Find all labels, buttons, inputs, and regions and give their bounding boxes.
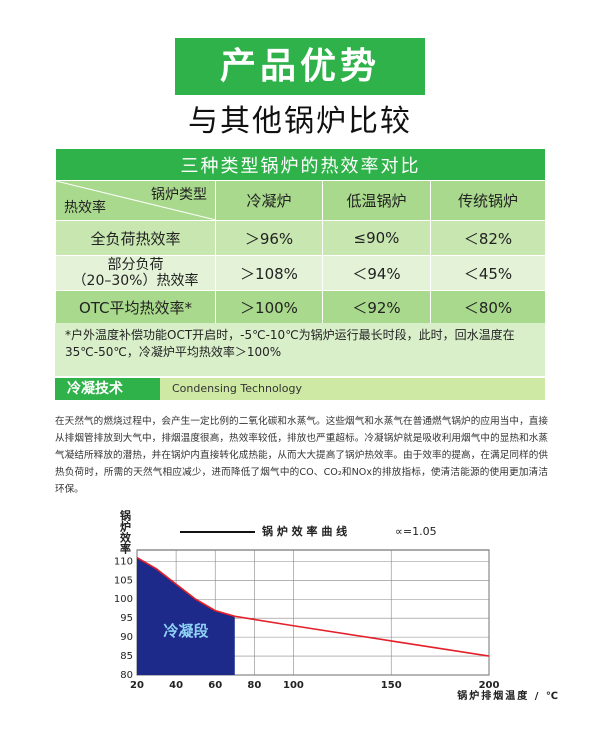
footnote: *户外温度补偿功能OCT开启时，-5℃-10℃为锅炉运行最长时段，此时，回水温度… — [55, 323, 545, 376]
row-label-line: 全负荷热效率 — [90, 229, 181, 248]
y-tick-label: 95 — [120, 613, 133, 624]
y-tick-label: 90 — [120, 632, 133, 643]
row-label-line: 部分负荷 — [107, 257, 164, 273]
y-tick-label: 85 — [120, 651, 133, 662]
cell: ＞100% — [215, 290, 323, 324]
banner: 产品优势 — [175, 38, 425, 95]
y-tick-label: 80 — [120, 670, 133, 681]
x-tick-label: 100 — [283, 680, 304, 691]
corner-bottom: 热效率 — [64, 200, 106, 216]
efficiency-table: 三种类型锅炉的热效率对比 锅炉类型 热效率 冷凝炉 低温锅炉 传统锅炉 全负荷热… — [55, 148, 546, 324]
y-axis-label: 锅炉效率 — [119, 509, 132, 555]
section-title: 冷凝技术 — [55, 378, 160, 400]
annotation: ∝=1.05 — [395, 525, 437, 538]
line — [136, 556, 490, 657]
y-tick-label: 110 — [114, 556, 133, 567]
column-header: 传统锅炉 — [430, 180, 546, 221]
row-label-line: OTC平均热效率* — [78, 298, 193, 317]
x-tick-label: 200 — [479, 680, 500, 691]
corner-top: 锅炉类型 — [151, 187, 207, 203]
legend-label: 锅 炉 效 率 曲 线 — [262, 524, 347, 538]
paragraph: 在天然气的燃烧过程中，会产生一定比例的二氧化碳和水蒸气。这些烟气和水蒸气在普通燃… — [55, 416, 548, 495]
row-label: 部分负荷 （20–30%）热效率 — [55, 255, 216, 291]
y-tick-label: 100 — [114, 594, 133, 605]
cell: ＜80% — [430, 290, 546, 324]
area-label: 冷凝段 — [163, 622, 208, 640]
cell: ≤90% — [322, 220, 431, 256]
corner-cell: 锅炉类型 热效率 — [55, 180, 216, 221]
cell: ＜94% — [322, 255, 431, 291]
cell: ＜45% — [430, 255, 546, 291]
subtitle: 与其他锅炉比较 — [188, 104, 412, 139]
cell: ＞96% — [215, 220, 323, 256]
diagonal — [56, 181, 216, 220]
plot-background — [136, 549, 490, 676]
x-axis-label: 锅炉排烟温度 / ℃ — [457, 689, 560, 702]
x-tick-label: 150 — [381, 680, 402, 691]
section-subtitle: Condensing Technology — [160, 378, 545, 400]
table-title: 三种类型锅炉的热效率对比 — [55, 148, 546, 181]
column-header: 冷凝炉 — [215, 180, 323, 221]
condensing-area — [137, 557, 235, 675]
y-tick-label: 105 — [114, 575, 133, 586]
x-tick-label: 20 — [130, 680, 144, 691]
cell: ＜82% — [430, 220, 546, 256]
x-tick-label: 60 — [208, 680, 222, 691]
cell: ＞108% — [215, 255, 323, 291]
x-tick-label: 40 — [169, 680, 183, 691]
row-label: OTC平均热效率* — [55, 290, 216, 324]
cell: ＜92% — [322, 290, 431, 324]
row-label-line: （20–30%）热效率 — [72, 273, 199, 289]
x-tick-label: 80 — [247, 680, 261, 691]
column-header: 低温锅炉 — [322, 180, 431, 221]
row-label: 全负荷热效率 — [55, 220, 216, 256]
